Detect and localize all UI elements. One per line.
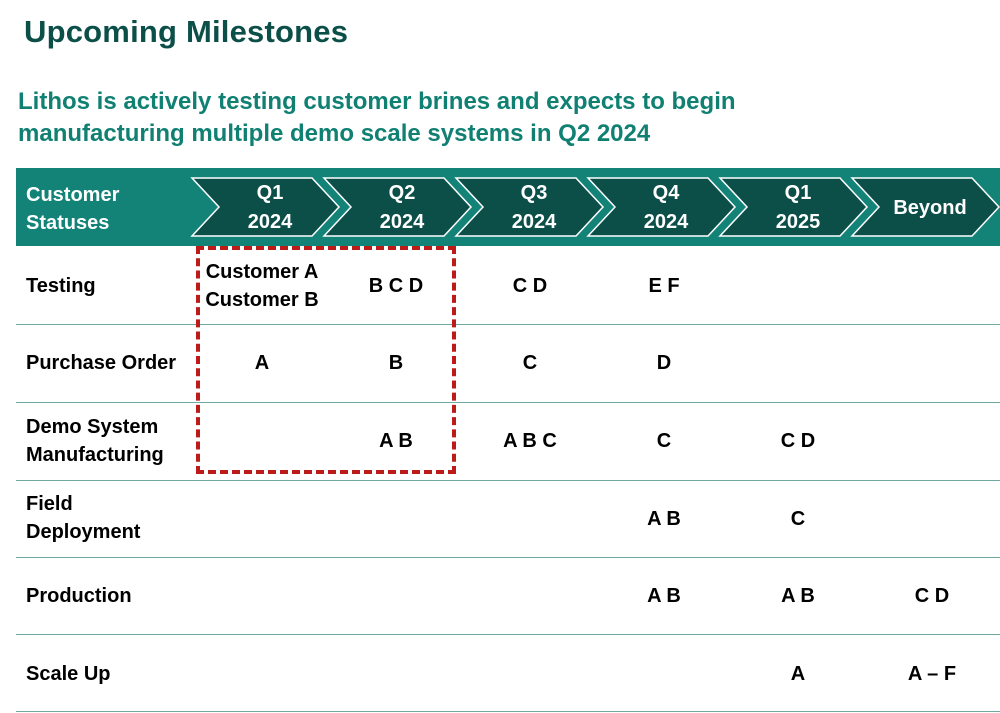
row-label-scale-up: Scale Up: [26, 663, 111, 685]
chevron-q3-2024: [454, 177, 605, 237]
period-label-q1-2025: Q1 2025: [748, 177, 848, 239]
row-divider: [16, 634, 1000, 635]
period-label-q4-2024: Q4 2024: [616, 177, 716, 239]
period-quarter: Q1: [256, 182, 284, 204]
cell-production-q1-2025: A B: [781, 585, 815, 607]
cell-testing-q2-2024: B C D: [368, 275, 424, 297]
cell-demo-q4-2024: C: [656, 430, 672, 452]
cell-testing-q1-2024: Customer A Customer B: [205, 261, 319, 311]
row-label-purchase-order: Purchase Order: [26, 352, 177, 374]
cell-demo-q2-2024: A B: [379, 430, 413, 452]
cell-testing-q4-2024: E F: [648, 275, 680, 297]
period-year: 2025: [775, 211, 821, 233]
page-subtitle: Lithos is actively testing customer brin…: [18, 88, 736, 147]
cell-field-q4-2024: A B: [647, 508, 681, 530]
row-label-demo-system-manufacturing: Demo System Manufacturing: [26, 416, 164, 466]
chevron-q4-2024: [586, 177, 737, 237]
row-label-production: Production: [26, 585, 132, 607]
cell-po-q3-2024: C: [522, 352, 538, 374]
period-quarter: Q3: [520, 182, 548, 204]
cell-scaleup-q1-2025: A: [790, 663, 806, 685]
customer-statuses-header: Customer Statuses: [26, 184, 120, 234]
timeline-chevrons: [190, 177, 1000, 237]
cell-production-q4-2024: A B: [647, 585, 681, 607]
period-quarter: Beyond: [893, 196, 967, 219]
row-divider: [16, 402, 1000, 403]
row-divider: [16, 711, 1000, 712]
q1-q2-2024-highlight-box: [196, 246, 456, 474]
period-year: 2024: [247, 211, 293, 233]
row-label-testing: Testing: [26, 275, 96, 297]
period-label-q2-2024: Q2 2024: [352, 177, 452, 239]
period-label-q3-2024: Q3 2024: [484, 177, 584, 239]
period-quarter: Q1: [784, 182, 812, 204]
chevron-q2-2024: [322, 177, 473, 237]
cell-demo-q1-2025: C D: [780, 430, 816, 452]
cell-demo-q3-2024: A B C: [503, 430, 557, 452]
period-year: 2024: [643, 211, 689, 233]
row-label-field-deployment: Field Deployment: [26, 493, 141, 543]
cell-scaleup-beyond: A – F: [907, 663, 957, 685]
period-quarter: Q4: [652, 182, 680, 204]
period-quarter: Q2: [388, 182, 416, 204]
period-year: 2024: [379, 211, 425, 233]
cell-po-q1-2024: A: [254, 352, 270, 374]
row-divider: [16, 324, 1000, 325]
cell-testing-q3-2024: C D: [512, 275, 548, 297]
row-divider: [16, 480, 1000, 481]
cell-po-q4-2024: D: [656, 352, 672, 374]
chevron-q1-2024: [190, 177, 341, 237]
period-label-beyond: Beyond: [880, 177, 980, 239]
page-title: Upcoming Milestones: [24, 14, 349, 49]
row-divider: [16, 557, 1000, 558]
chevron-beyond: [850, 177, 1000, 237]
period-year: 2024: [511, 211, 557, 233]
period-label-q1-2024: Q1 2024: [220, 177, 320, 239]
chevron-q1-2025: [718, 177, 869, 237]
cell-production-beyond: C D: [914, 585, 950, 607]
cell-po-q2-2024: B: [388, 352, 404, 374]
cell-field-q1-2025: C: [790, 508, 806, 530]
